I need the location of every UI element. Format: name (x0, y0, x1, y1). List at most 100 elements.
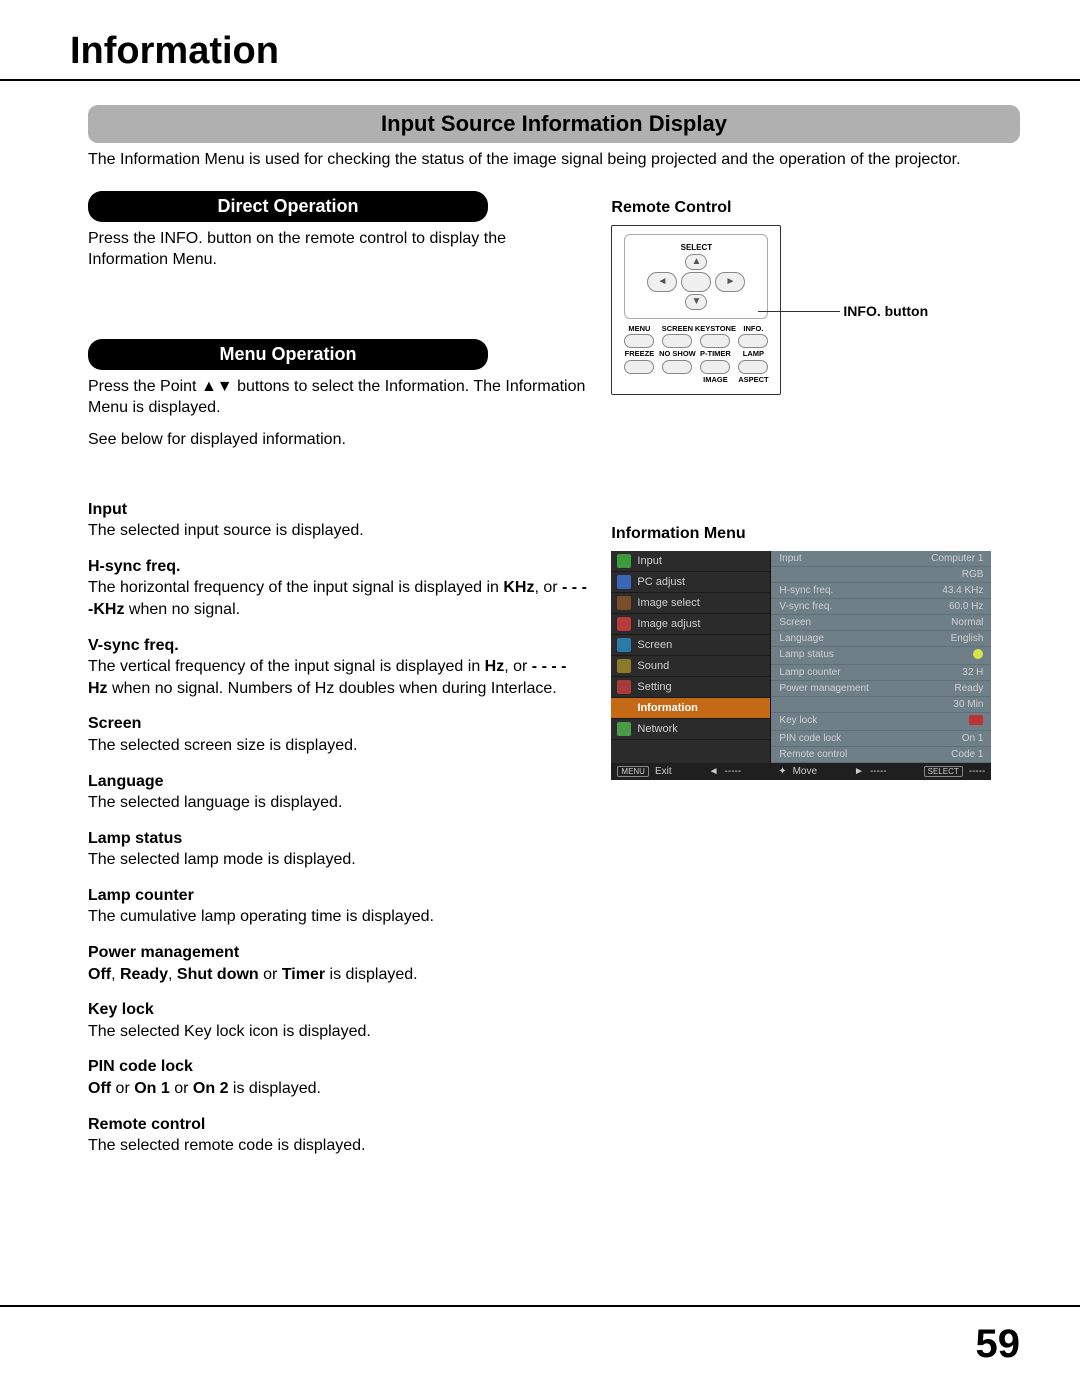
t: On 2 (193, 1080, 229, 1097)
def-language-title: Language (88, 771, 587, 793)
t: or (111, 1080, 134, 1097)
def-lamp-status-body: The selected lamp mode is displayed. (88, 849, 587, 871)
t: Off (88, 966, 111, 983)
see-below-text: See below for displayed information. (88, 429, 587, 451)
k: Key lock (779, 715, 817, 728)
k: Remote control (779, 749, 847, 760)
footer-updown-icon: ✦ (778, 766, 786, 777)
k: Input (779, 553, 801, 564)
menu-item-screen: Screen (611, 635, 770, 656)
btn-keystone-label: KEYSTONE (695, 325, 736, 333)
footer-right-arrow-icon: ► (854, 766, 864, 777)
kv-lampcounter: Lamp counter 32 H (771, 665, 991, 681)
def-input-body: The selected input source is displayed. (88, 520, 587, 542)
k: Language (779, 633, 824, 644)
imageadjust-icon (617, 617, 631, 631)
def-pin: PIN code lock Off or On 1 or On 2 is dis… (88, 1056, 587, 1099)
btn-freeze-label: FREEZE (625, 350, 655, 358)
def-screen: Screen The selected screen size is displ… (88, 713, 587, 756)
menu-item-imageadjust: Image adjust (611, 614, 770, 635)
information-icon (617, 701, 631, 715)
footer-move: Move (793, 766, 817, 777)
left-button: ◄ (647, 272, 677, 292)
t: or (259, 966, 282, 983)
blank (638, 376, 640, 384)
callout-line (758, 311, 840, 312)
direct-operation-heading: Direct Operation (88, 191, 488, 222)
two-column-layout: Direct Operation Press the INFO. button … (88, 191, 1020, 1171)
v: English (951, 633, 984, 644)
kv-input: InputComputer 1 (771, 551, 991, 567)
k: PIN code lock (779, 733, 841, 744)
btn-noshow (662, 360, 692, 374)
v: Code 1 (951, 749, 983, 760)
remote-control-label: Remote Control (611, 199, 1020, 217)
t: PC adjust (637, 576, 685, 588)
k: H-sync freq. (779, 585, 833, 596)
t: , or (534, 579, 562, 596)
direct-operation-body: Press the INFO. button on the remote con… (88, 228, 587, 271)
kv-screen: ScreenNormal (771, 615, 991, 631)
menu-operation-body: Press the Point ▲▼ buttons to select the… (88, 376, 587, 419)
v: 60.0 Hz (949, 601, 983, 612)
info-menu-right-panel: InputComputer 1 RGB H-sync freq. 43.4 KHz… (771, 551, 991, 763)
input-icon (617, 554, 631, 568)
def-input-title: Input (88, 499, 587, 521)
def-input: Input The selected input source is displ… (88, 499, 587, 542)
v: 43.4 KHz (942, 585, 983, 596)
info-menu-left-panel: Input PC adjust Image select Image adjus… (611, 551, 771, 763)
v (973, 649, 983, 662)
v: Ready (955, 683, 984, 694)
network-icon (617, 722, 631, 736)
k: Screen (779, 617, 811, 628)
def-hsync-body: The horizontal frequency of the input si… (88, 577, 587, 620)
def-pin-title: PIN code lock (88, 1056, 587, 1078)
def-lamp-counter: Lamp counter The cumulative lamp operati… (88, 885, 587, 928)
footer-left-arrow-icon: ◄ (709, 766, 719, 777)
def-screen-body: The selected screen size is displayed. (88, 735, 587, 757)
information-menu-label: Information Menu (611, 525, 1020, 543)
t: The horizontal frequency of the input si… (88, 579, 503, 596)
def-language-body: The selected language is displayed. (88, 792, 587, 814)
footer-dashes-2: ----- (870, 766, 887, 777)
def-pin-body: Off or On 1 or On 2 is displayed. (88, 1078, 587, 1100)
section-title-bar: Input Source Information Display (88, 105, 1020, 143)
t: Ready (120, 966, 168, 983)
v (969, 715, 983, 728)
menu-item-imageselect: Image select (611, 593, 770, 614)
k: Lamp status (779, 649, 833, 662)
k: Power management (779, 683, 869, 694)
t: Image select (637, 597, 699, 609)
t: Network (637, 723, 677, 735)
btn-screen (662, 334, 692, 348)
kv-rgb: RGB (771, 567, 991, 583)
btn-freeze (624, 360, 654, 374)
t: Hz (485, 658, 505, 675)
page-number: 59 (976, 1322, 1021, 1367)
def-remote: Remote control The selected remote code … (88, 1114, 587, 1157)
sound-icon (617, 659, 631, 673)
t: Sound (637, 660, 669, 672)
info-menu-footer: MENUExit ◄----- ✦Move ►----- SELECT----- (611, 763, 991, 780)
menu-item-pcadjust: PC adjust (611, 572, 770, 593)
k: Lamp counter (779, 667, 840, 678)
t: , (111, 966, 120, 983)
kv-remote: Remote control Code 1 (771, 747, 991, 763)
kv-pin: PIN code lockOn 1 (771, 731, 991, 747)
btn-noshow-label: NO SHOW (659, 350, 696, 358)
right-button: ► (715, 272, 745, 292)
btn-keystone (700, 334, 730, 348)
t: Timer (282, 966, 325, 983)
remote-illustration: SELECT ▲ ◄ ► ▼ MENU SCREEN (611, 225, 781, 395)
v: 32 H (962, 667, 983, 678)
btn-menu-label: MENU (628, 325, 650, 333)
t: On 1 (134, 1080, 170, 1097)
right-column: Remote Control SELECT ▲ ◄ ► ▼ (611, 191, 1020, 1171)
remote-illustration-wrap: SELECT ▲ ◄ ► ▼ MENU SCREEN (611, 225, 901, 395)
menu-item-input: Input (611, 551, 770, 572)
def-vsync-body: The vertical frequency of the input sign… (88, 656, 587, 699)
t: or (170, 1080, 193, 1097)
left-column: Direct Operation Press the INFO. button … (88, 191, 587, 1171)
footer-select-tag: SELECT (924, 766, 963, 777)
def-power: Power management Off, Ready, Shut down o… (88, 942, 587, 985)
